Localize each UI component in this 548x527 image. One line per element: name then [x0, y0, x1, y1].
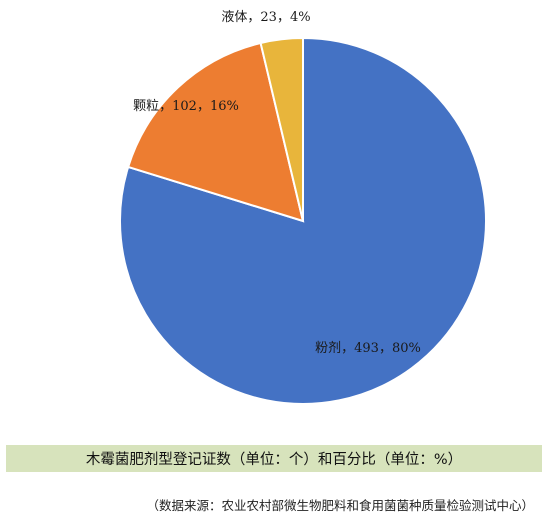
data-source-note: （数据来源：农业农村部微生物肥料和食用菌菌种质量检验测试中心） — [146, 498, 534, 513]
slice-label-3: 液体，23，4% — [221, 10, 310, 25]
pie-chart: 粉剂，493，80% 颗粒，102，16% 液体，23，4% — [119, 10, 487, 405]
chart-caption: 木霉菌肥剂型登记证数（单位：个）和百分比（单位：%） — [6, 445, 542, 472]
pie-slice-1 — [119, 36, 487, 405]
slice-label-1: 粉剂，493，80% — [315, 341, 421, 356]
pie-slice-2 — [126, 41, 305, 223]
slice-label-2: 颗粒，102，16% — [133, 99, 239, 114]
pie-slice-3 — [259, 36, 304, 222]
chart-caption-text: 木霉菌肥剂型登记证数（单位：个）和百分比（单位：%） — [85, 452, 463, 468]
